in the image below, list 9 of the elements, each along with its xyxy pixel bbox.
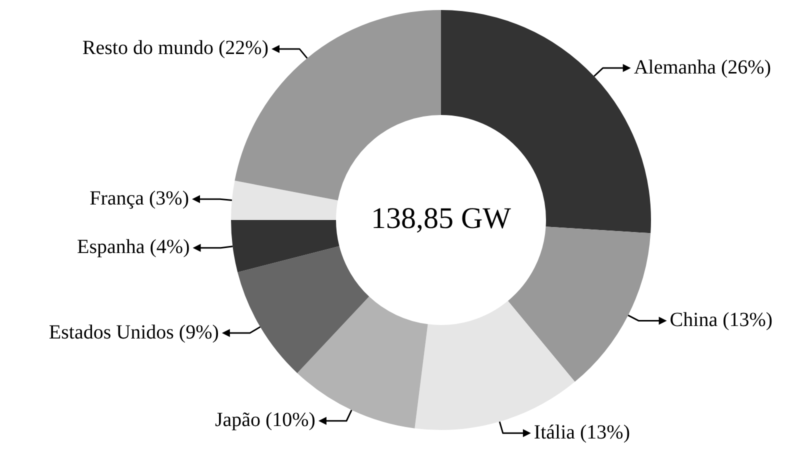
slice-label: Itália (13%) bbox=[534, 421, 630, 444]
slice-label: Japão (10%) bbox=[214, 409, 316, 432]
slice-label: Espanha (4%) bbox=[77, 236, 190, 258]
slice-label: França (3%) bbox=[90, 187, 189, 210]
text: 138,85 GW bbox=[371, 202, 512, 235]
slice-label: China (13%) bbox=[670, 309, 773, 332]
slice-label: Estados Unidos (9%) bbox=[48, 321, 219, 344]
slice-label: Resto do mundo (22%) bbox=[82, 37, 268, 60]
slice-label: Alemanha (26%) bbox=[634, 56, 772, 78]
